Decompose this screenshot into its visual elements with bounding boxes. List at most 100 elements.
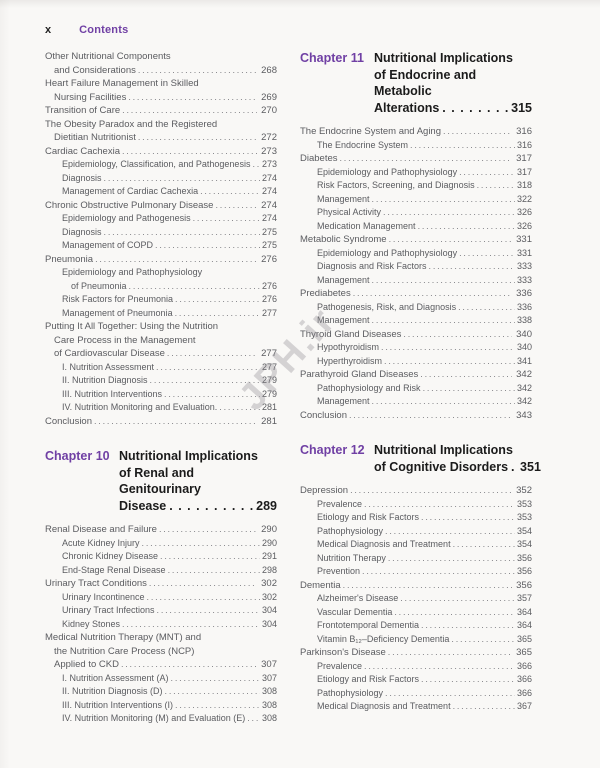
dot-leader [372, 274, 515, 288]
toc-entry: Diagnosis and Risk Factors 333 [300, 260, 532, 274]
dot-leader [128, 91, 257, 105]
page-ref: 281 [261, 415, 277, 427]
dot-leader [442, 100, 508, 117]
toc-entry-line: Management of Cardiac Cachexia 274 [45, 185, 277, 199]
dot-leader [403, 328, 512, 342]
toc-entry: IV. Nutrition Monitoring and Evaluation.… [45, 401, 277, 415]
dot-leader [142, 537, 260, 551]
toc-entry-label: III. Nutrition Interventions [62, 388, 163, 399]
toc-entry: III. Nutrition Interventions 279 [45, 388, 277, 402]
toc-entry-label: The Endocrine System and Aging [300, 126, 442, 137]
toc-entry-line: Pathophysiology and Risk 342 [300, 382, 532, 396]
toc-entry-line: Dietitian Nutritionist 272 [45, 131, 277, 145]
toc-entry: The Obesity Paradox and the Registered Di… [45, 118, 277, 145]
page-ref: 274 [261, 213, 277, 223]
dot-leader [122, 145, 257, 159]
toc-entry-line: Thyroid Gland Diseases 340 [300, 328, 532, 342]
dot-leader [138, 131, 257, 145]
toc-entry: Cardiac Cachexia 273 [45, 145, 277, 159]
toc-entry-label: Epidemiology and Pathophysiology [317, 166, 458, 177]
dot-leader [340, 152, 513, 166]
toc-entry-line: Alzheimer's Disease 357 [300, 592, 532, 606]
toc-entry: Transition of Care 270 [45, 104, 277, 118]
toc-entry-line: Medication Management 326 [300, 220, 532, 234]
toc-entry-label: and Considerations [54, 64, 136, 76]
toc-entry-label: Management [317, 315, 370, 325]
toc-entry: End-Stage Renal Disease 298 [45, 564, 277, 578]
dot-leader [104, 226, 260, 240]
chapter-title-line: Nutritional Implications [374, 443, 513, 457]
page-ref: 307 [261, 672, 277, 683]
page-ref: 316 [516, 139, 532, 150]
page-ref: 298 [261, 564, 277, 575]
toc-entry-label: Transition of Care [45, 105, 121, 116]
page-ref: 322 [516, 193, 532, 204]
page-ref: 290 [261, 524, 277, 535]
toc-entry: I. Nutrition Assessment 277 [45, 361, 277, 375]
toc-entry: Heart Failure Management in Skilled Nursi… [45, 77, 277, 104]
toc-entry: II. Nutrition Diagnosis (D) 308 [45, 685, 277, 699]
toc-entry-line: Medical Nutrition Therapy (MNT) and [45, 632, 202, 643]
toc-entry-label: Prevention [317, 566, 361, 576]
toc-entry: Alzheimer's Disease 357 [300, 592, 532, 606]
toc-entry-label: Physical Activity [317, 207, 382, 217]
toc-entry-line: Etiology and Risk Factors 366 [300, 673, 532, 687]
toc-entry: Management 338 [300, 314, 532, 328]
toc-entry-label: I. Nutrition Assessment (A) [62, 672, 169, 683]
toc-entry: Chronic Obstructive Pulmonary Disease 274 [45, 199, 277, 213]
toc-entry: Depression 352 [300, 484, 532, 498]
toc-entry: Diagnosis 275 [45, 226, 277, 240]
toc-entry-line: III. Nutrition Interventions 279 [45, 388, 277, 402]
page-ref: 317 [516, 153, 532, 164]
toc-entry: Epidemiology and Pathogenesis 274 [45, 212, 277, 226]
page-ref: 318 [516, 180, 532, 190]
toc-entry-label: Pathophysiology and Risk [317, 382, 421, 393]
toc-entry-label: Acute Kidney Injury [62, 537, 140, 548]
toc-entry: Prevalence 353 [300, 498, 532, 512]
chapter-label: Chapter 10 [45, 449, 110, 463]
dot-leader [381, 341, 515, 355]
dot-leader [388, 646, 512, 660]
toc-entry-label: IV. Nutrition Monitoring and Evaluation. [62, 402, 218, 412]
page-ref: 352 [516, 485, 532, 496]
page-ref: 365 [516, 633, 532, 644]
toc-entry-line: Prediabetes 336 [300, 287, 532, 301]
toc-entry-line: The Endocrine System 316 [300, 139, 532, 153]
toc-entry-line: The Endocrine System and Aging 316 [300, 125, 532, 139]
page-ref: 276 [261, 253, 277, 265]
toc-entry-line: Transition of Care 270 [45, 104, 277, 118]
dot-leader [150, 374, 260, 388]
toc-column-left: Other Nutritional Components and Consider… [45, 50, 277, 726]
page-ref: 272 [261, 132, 277, 143]
dot-leader [95, 253, 257, 267]
toc-entry-line: The Obesity Paradox and the Registered [45, 118, 218, 130]
dot-leader [372, 193, 515, 207]
page-ref: 343 [516, 409, 532, 421]
dot-leader [219, 401, 260, 415]
toc-entry-line: Management of Pneumonia 277 [45, 307, 277, 321]
toc-entry-label: Prevalence [317, 498, 363, 509]
toc-entry-label: Management [317, 396, 370, 406]
toc-entry-label: Management [317, 274, 370, 285]
chapter-title-line: Alterations 315 [374, 100, 532, 117]
dot-leader [477, 179, 515, 193]
dot-leader [94, 415, 257, 429]
toc-entry-line: Epidemiology and Pathophysiology 331 [300, 247, 532, 261]
toc-entry-line: Urinary Incontinence 302 [45, 591, 277, 605]
dot-leader [511, 459, 517, 476]
page-ref: 281 [261, 402, 277, 412]
toc-entry: Conclusion 281 [45, 415, 277, 429]
toc-entry: Kidney Stones 304 [45, 618, 277, 632]
page-ref: 366 [516, 687, 532, 698]
chapter-title-line: of Renal and Genitourinary [119, 465, 201, 497]
page-ref: 354 [516, 525, 532, 536]
dot-leader [121, 658, 257, 672]
toc-entry-label: I. Nutrition Assessment [62, 361, 155, 372]
toc-entry-line: Management of COPD 275 [45, 239, 277, 253]
dot-leader [129, 280, 260, 294]
toc-entry: Metabolic Syndrome 331 [300, 233, 532, 247]
dot-leader [168, 564, 260, 578]
toc-entry-label: Risk Factors for Pneumonia [62, 294, 174, 304]
toc-entry-line: Management 333 [300, 274, 532, 288]
page-ref: 308 [261, 686, 277, 696]
